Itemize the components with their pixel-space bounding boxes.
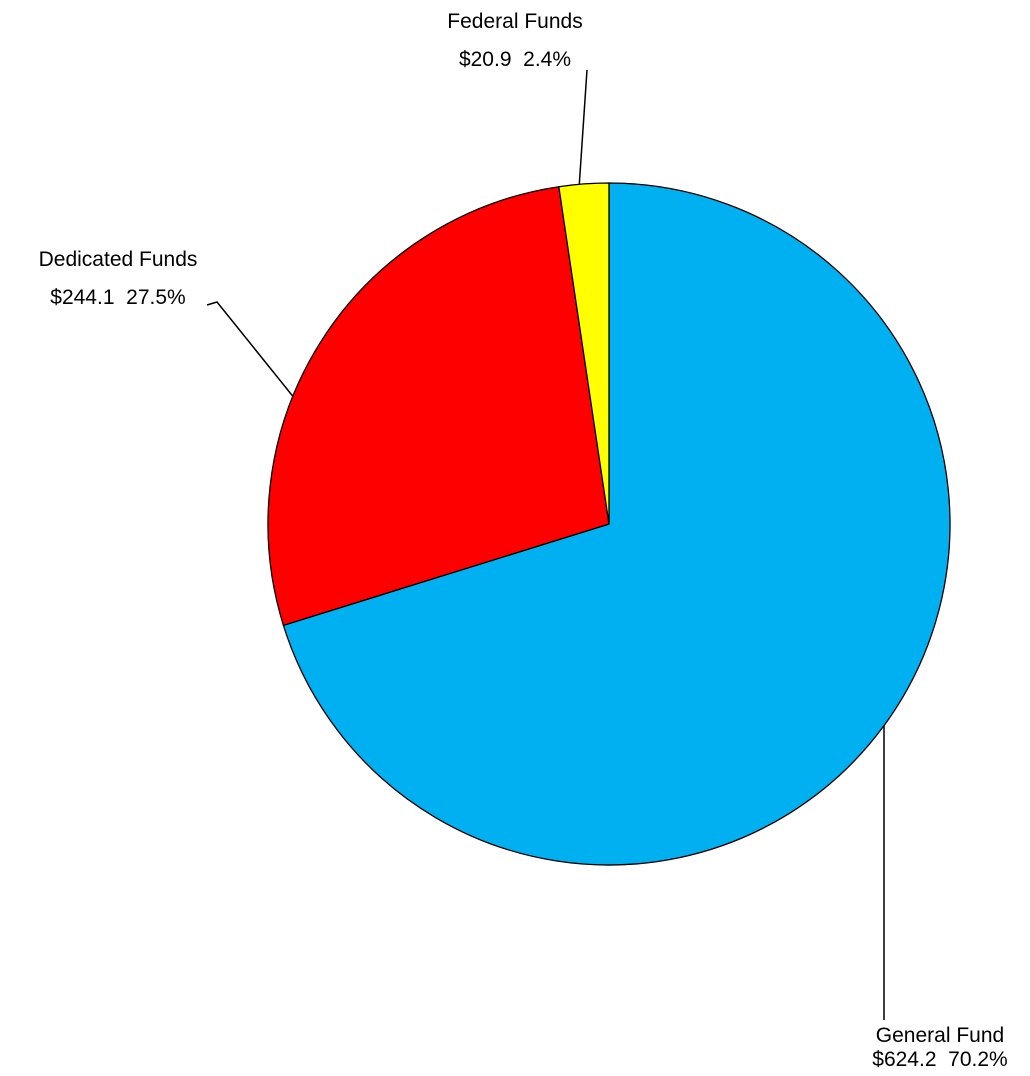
pie-slice-federal-funds <box>558 182 610 525</box>
slice-label-general-fund: General Fund <box>876 1024 1004 1047</box>
pie-slices <box>267 182 951 866</box>
slice-labels: General Fund$624.2 70.2% Dedicated Funds $… <box>39 10 1008 1071</box>
slice-value-label-general-fund: $624.2 70.2% <box>872 1048 1007 1071</box>
slice-value-label-federal-funds: $20.9 2.4% <box>459 48 571 71</box>
leader-line-federal-funds <box>578 69 588 185</box>
leader-line-dedicated-funds <box>206 301 294 397</box>
slice-label-federal-funds: Federal Funds <box>447 10 582 33</box>
leader-lines <box>206 69 885 1020</box>
pie-slice-dedicated-funds <box>267 185 610 627</box>
slice-value-label-dedicated-funds: $244.1 27.5% <box>50 286 185 309</box>
slice-label-dedicated-funds: Dedicated Funds <box>39 248 198 271</box>
